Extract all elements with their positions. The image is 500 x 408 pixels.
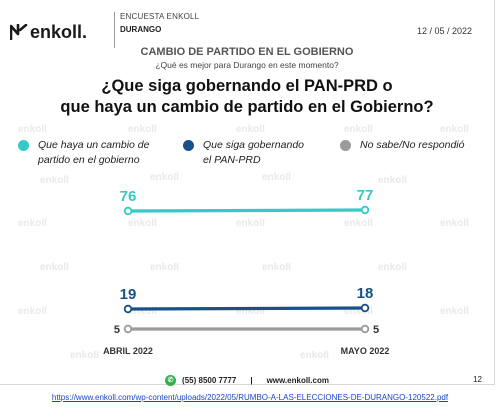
footer-phone: (55) 8500 7777	[182, 375, 237, 385]
watermark: enkoll	[378, 175, 407, 186]
watermark: enkoll	[236, 218, 265, 229]
legend-item-stay: Que siga gobernando el PAN-PRD	[183, 138, 304, 168]
watermark: enkoll	[236, 124, 265, 135]
data-point	[123, 324, 133, 334]
watermark: enkoll	[344, 124, 373, 135]
watermark: enkoll	[262, 262, 291, 273]
watermark: enkoll	[128, 218, 157, 229]
x-tick-label: MAYO 2022	[341, 346, 390, 356]
data-point	[123, 304, 133, 314]
series-line	[127, 208, 366, 213]
data-point	[360, 205, 370, 215]
watermark: enkoll	[40, 262, 69, 273]
slide: enkoll. ENCUESTA ENKOLL DURANGO 12 / 05 …	[0, 0, 495, 388]
data-point	[360, 303, 370, 313]
whatsapp-icon: ✆	[165, 374, 177, 386]
legend-swatch-stay	[183, 140, 194, 151]
watermark: enkoll	[378, 262, 407, 273]
data-label: 18	[357, 285, 374, 302]
data-point	[123, 206, 133, 216]
watermark: enkoll	[70, 350, 99, 361]
legend-label-line: el PAN-PRD	[203, 154, 261, 166]
legend-swatch-noanswer	[340, 140, 351, 151]
watermark: enkoll	[440, 306, 469, 317]
data-label: 5	[373, 324, 379, 336]
watermark: enkoll	[40, 175, 69, 186]
footer-bar: ✆ (55) 8500 7777 | www.enkoll.com	[0, 372, 494, 388]
legend-label-line: Que haya un cambio de	[38, 139, 150, 151]
footer-website[interactable]: www.enkoll.com	[266, 375, 329, 385]
source-link[interactable]: https://www.enkoll.com/wp-content/upload…	[51, 393, 449, 402]
watermark: enkoll	[440, 124, 469, 135]
watermark: enkoll	[128, 306, 157, 317]
enkoll-logo: enkoll.	[10, 22, 110, 44]
watermark: enkoll	[344, 306, 373, 317]
data-point	[360, 324, 370, 334]
section-subtitle: CAMBIO DE PARTIDO EN EL GOBIERNO	[140, 46, 354, 58]
survey-label: ENCUESTA ENKOLL	[120, 12, 200, 21]
legend-label-change: Que haya un cambio de partido en el gobi…	[38, 138, 150, 168]
question-line-1: ¿Que siga gobernando el PAN-PRD o	[101, 77, 393, 95]
watermark: enkoll	[300, 350, 329, 361]
watermark: enkoll	[262, 172, 291, 183]
data-label: 76	[120, 188, 137, 205]
legend-label-stay: Que siga gobernando el PAN-PRD	[203, 138, 304, 168]
watermark: enkoll	[440, 218, 469, 229]
watermark: enkoll	[150, 262, 179, 273]
legend-label-noanswer: No sabe/No respondió	[360, 138, 464, 153]
legend-swatch-change	[18, 140, 29, 151]
question-line-2: que haya un cambio de partido en el Gobi…	[60, 98, 434, 116]
watermark: enkoll	[128, 124, 157, 135]
watermark: enkoll	[18, 124, 47, 135]
brand-name: enkoll.	[30, 22, 88, 42]
data-label: 77	[357, 187, 374, 204]
header-divider	[114, 12, 115, 48]
page-number: 12	[473, 375, 482, 384]
watermark: enkoll	[150, 172, 179, 183]
data-label: 5	[114, 324, 120, 336]
report-date: 12 / 05 / 2022	[416, 26, 472, 36]
legend-item-change: Que haya un cambio de partido en el gobi…	[18, 138, 150, 168]
line-chart: 76 77 19 18 5 5 ABRIL 2022 MAYO 2022	[103, 187, 390, 356]
legend-item-noanswer: No sabe/No respondió	[340, 138, 464, 153]
state-label: DURANGO	[120, 25, 162, 34]
watermark: enkoll	[344, 218, 373, 229]
footer-separator: |	[250, 375, 253, 385]
legend-label-line: No sabe/No respondió	[360, 139, 465, 151]
watermark: enkoll	[18, 306, 47, 317]
watermark: enkoll	[236, 306, 265, 317]
x-tick-label: ABRIL 2022	[103, 346, 153, 356]
legend-label-line: Que siga gobernando	[203, 139, 304, 151]
legend-label-line: partido en el gobierno	[38, 154, 140, 166]
data-label: 19	[120, 286, 137, 303]
question-title: ¿Que siga gobernando el PAN-PRD o que ha…	[0, 76, 494, 118]
question-intro: ¿Qué es mejor para Durango en este momen…	[155, 60, 339, 70]
series-line	[127, 306, 366, 311]
watermark: enkoll	[18, 218, 47, 229]
enkoll-logo-icon	[10, 24, 28, 40]
